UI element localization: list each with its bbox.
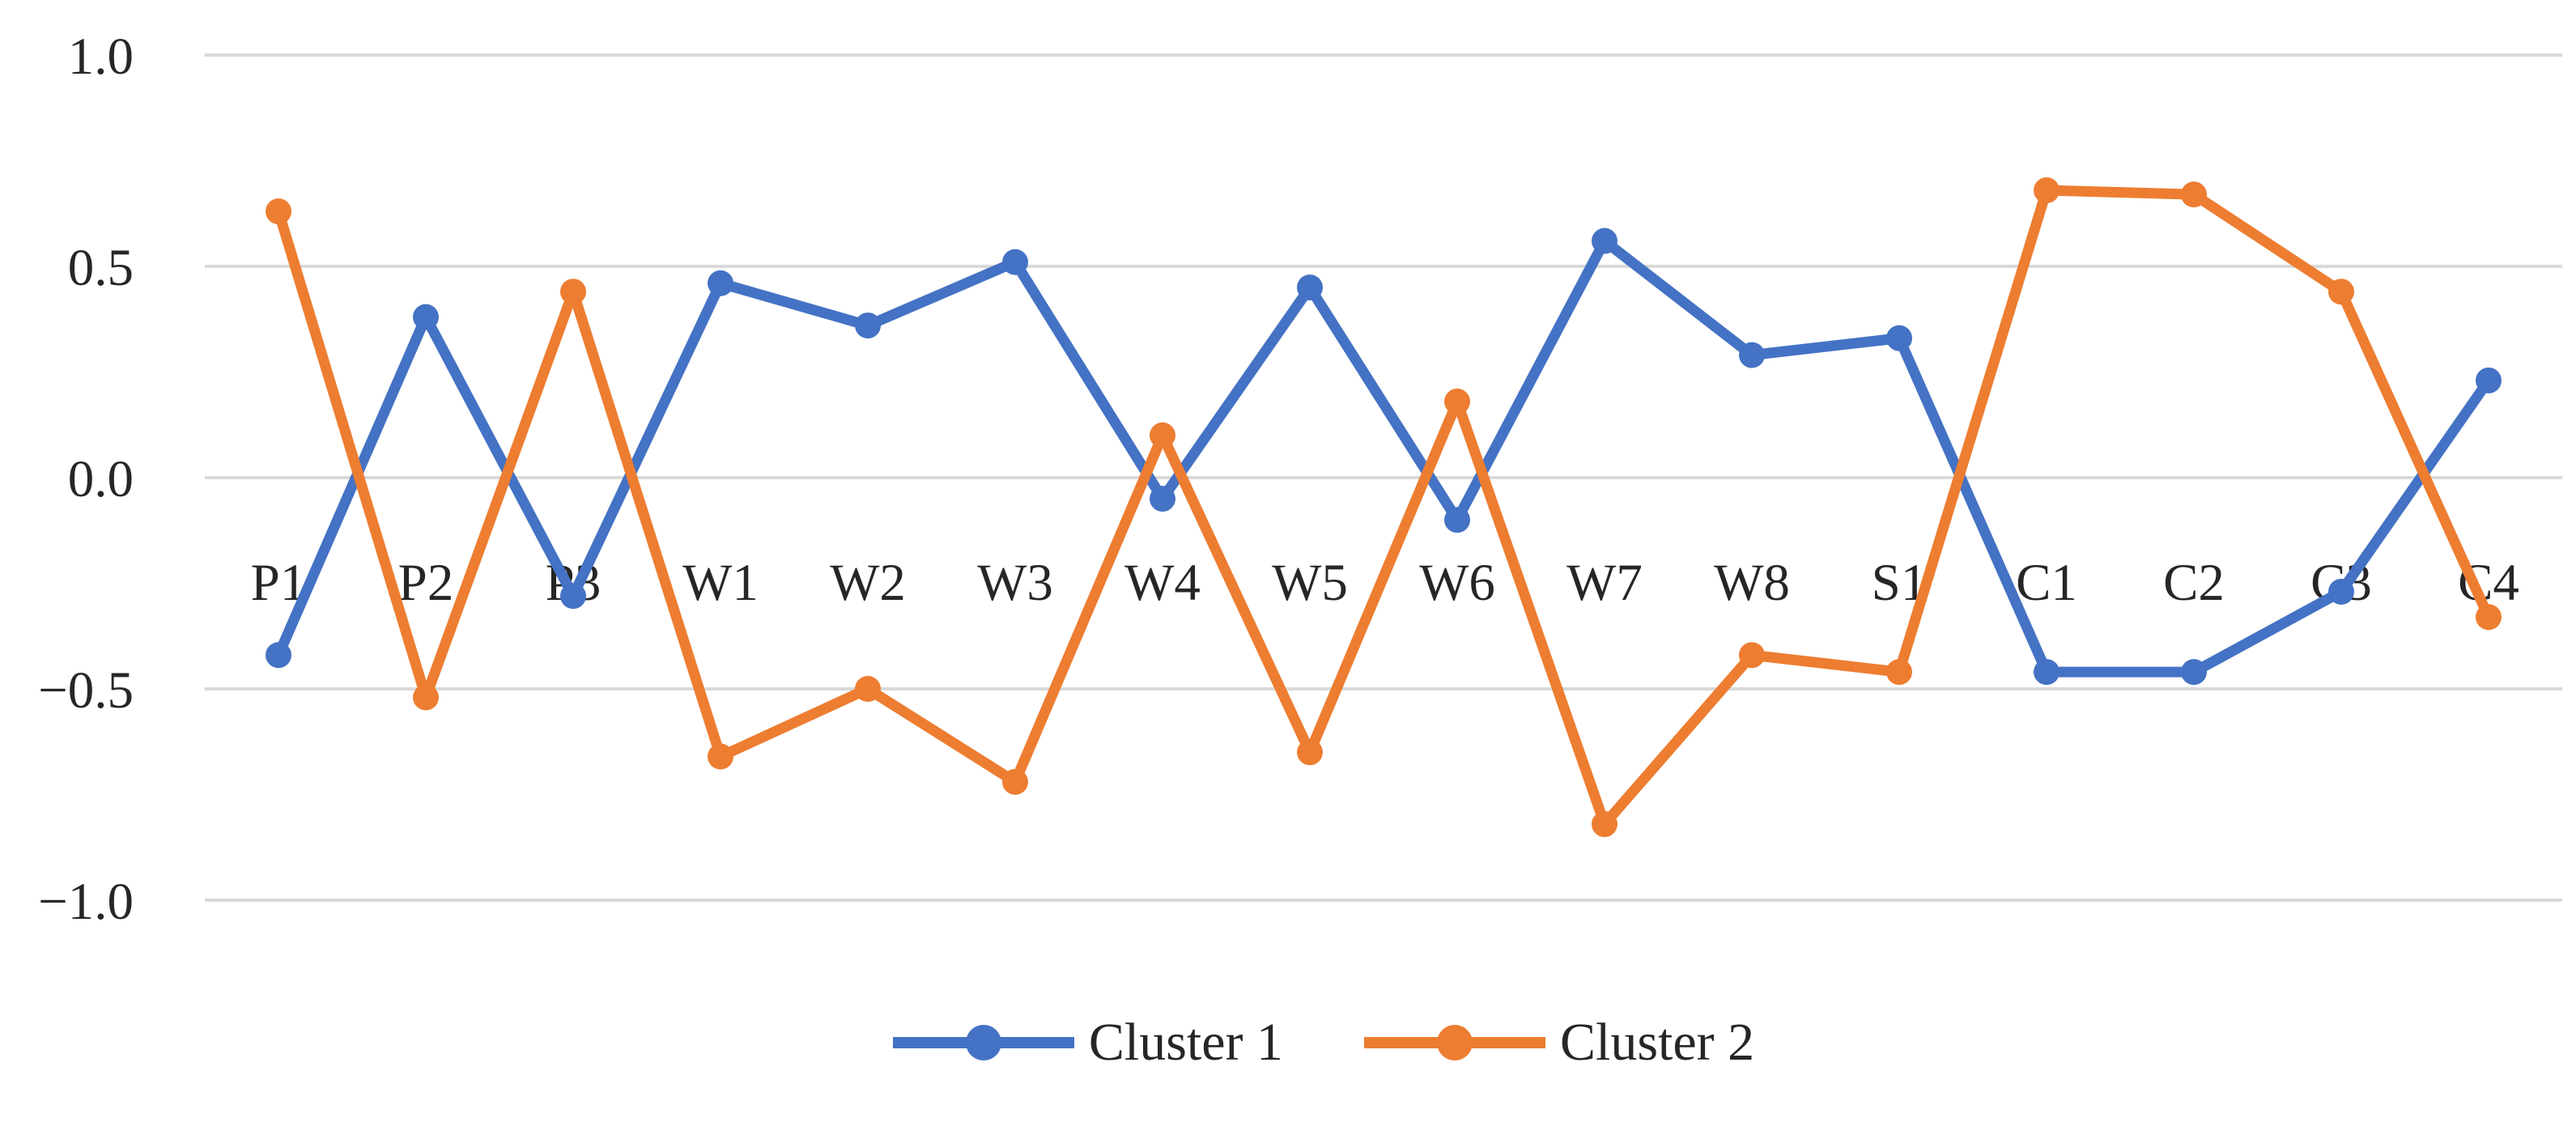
- data-point-cluster-2-W5: [1297, 739, 1323, 766]
- series-line-cluster-1: [273, 236, 2494, 678]
- data-point-cluster-2-P3: [560, 278, 586, 305]
- data-point-cluster-1-C4: [2476, 367, 2502, 393]
- x-category-label-W4: W4: [1124, 554, 1201, 612]
- data-point-cluster-1-C1: [2034, 659, 2060, 686]
- legend-item-cluster-2: Cluster 2: [1361, 1014, 1754, 1072]
- data-point-cluster-1-W1: [708, 270, 733, 296]
- data-point-cluster-1-W5: [1297, 274, 1323, 301]
- data-point-cluster-2-W3: [1002, 768, 1028, 795]
- data-point-cluster-2-C2: [2181, 181, 2207, 208]
- x-category-label-W1: W1: [682, 554, 759, 612]
- legend-label-cluster-1: Cluster 1: [1088, 1013, 1283, 1072]
- data-point-cluster-2-P2: [413, 684, 439, 711]
- x-category-label-W2: W2: [830, 554, 906, 612]
- data-point-cluster-1-W3: [1002, 249, 1028, 275]
- data-point-cluster-2-W7: [1592, 811, 1617, 838]
- data-point-cluster-1-W6: [1444, 507, 1470, 533]
- data-point-cluster-1-P3: [560, 583, 586, 610]
- data-point-cluster-2-W4: [1150, 422, 1175, 448]
- x-category-label-C2: C2: [2163, 554, 2225, 612]
- y-axis-tick-label: 0.0: [68, 450, 134, 508]
- data-point-cluster-2-W1: [708, 743, 733, 770]
- y-axis-tick-label: −1.0: [38, 873, 134, 931]
- legend-line-marker-cluster-1: [892, 1025, 1074, 1060]
- x-category-label-W7: W7: [1566, 554, 1643, 612]
- data-point-cluster-1-P2: [413, 304, 439, 330]
- legend-label-cluster-2: Cluster 2: [1560, 1013, 1755, 1072]
- data-point-cluster-2-W6: [1444, 389, 1470, 415]
- y-axis-tick-label: −0.5: [38, 661, 134, 720]
- data-point-cluster-2-P1: [266, 198, 291, 225]
- data-point-cluster-2-C1: [2034, 177, 2060, 204]
- data-point-cluster-2-S1: [1886, 659, 1912, 686]
- data-point-cluster-2-C4: [2476, 604, 2502, 631]
- data-point-cluster-2-W8: [1739, 642, 1765, 669]
- data-point-cluster-1-W4: [1150, 486, 1175, 512]
- x-category-label-W3: W3: [977, 554, 1053, 612]
- x-category-label-W6: W6: [1419, 554, 1495, 612]
- y-axis-tick-label: 0.5: [68, 239, 134, 297]
- data-point-cluster-1-S1: [1886, 325, 1912, 351]
- x-category-label-W8: W8: [1714, 554, 1790, 612]
- legend-line-marker-cluster-2: [1364, 1025, 1545, 1060]
- x-category-label-P2: P2: [398, 554, 454, 612]
- data-point-cluster-1-W2: [855, 312, 881, 339]
- x-category-label-W5: W5: [1272, 554, 1348, 612]
- data-point-cluster-1-P1: [266, 642, 291, 669]
- x-category-label-C1: C1: [2016, 554, 2077, 612]
- data-point-cluster-1-C3: [2328, 578, 2354, 605]
- data-point-cluster-2-C3: [2328, 278, 2354, 305]
- data-point-cluster-2-W2: [855, 676, 881, 702]
- chart-legend: Cluster 1 Cluster 2: [34, 1014, 2576, 1072]
- data-point-cluster-1-C2: [2181, 659, 2207, 686]
- data-point-cluster-1-W7: [1592, 227, 1617, 254]
- y-axis-tick-label: 1.0: [68, 28, 134, 86]
- data-point-cluster-1-W8: [1739, 342, 1765, 368]
- legend-item-cluster-1: Cluster 1: [890, 1014, 1283, 1072]
- series-line-cluster-2: [273, 185, 2494, 830]
